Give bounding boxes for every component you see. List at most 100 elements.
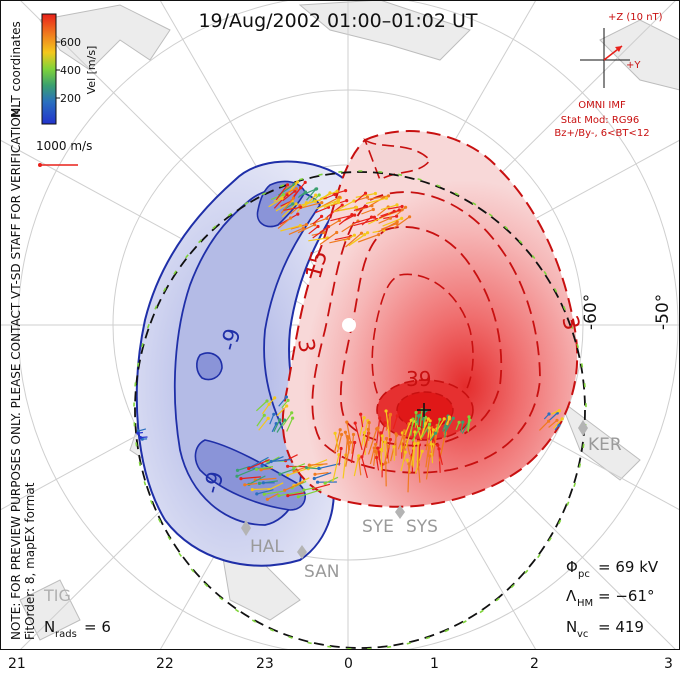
velocity-vector-origin — [547, 419, 551, 423]
hm-boundary — [134, 171, 586, 649]
velocity-vector — [289, 181, 299, 192]
velocity-vector-origin — [557, 423, 561, 427]
velocity-vector — [378, 209, 400, 219]
velocity-vector — [276, 419, 286, 433]
velocity-vector — [354, 422, 363, 451]
velocity-vector-origin — [260, 464, 264, 468]
velocity-vector — [287, 492, 305, 497]
velocity-vector — [393, 216, 410, 229]
velocity-vector-origin — [286, 473, 290, 477]
velocity-vector — [248, 456, 269, 469]
velocity-vector-origin — [395, 433, 399, 437]
velocity-vector-origin — [557, 409, 561, 413]
velocity-vector-origin — [289, 216, 293, 220]
velocity-vector-origin — [235, 474, 239, 478]
velocity-vector-origin — [442, 417, 446, 421]
station-label-sye: SYE — [362, 517, 394, 537]
velocity-vector — [425, 455, 431, 480]
velocity-vector-origin — [374, 455, 379, 460]
velocity-vector — [256, 489, 274, 495]
velocity-vector-origin — [427, 443, 431, 447]
velocity-vector-origin — [378, 416, 382, 420]
velocity-vector-origin — [283, 418, 287, 422]
velocity-vector — [278, 396, 287, 407]
velocity-vector-origin — [414, 410, 418, 415]
velocity-vector-origin — [384, 409, 388, 413]
velocity-vector — [432, 431, 438, 457]
velocity-vector-origin — [384, 196, 388, 200]
velocity-vector — [330, 214, 353, 222]
velocity-vector — [249, 467, 269, 470]
station-label-tig: TIG — [43, 586, 71, 605]
velocity-vector — [332, 454, 340, 483]
velocity-vector-origin — [266, 416, 270, 420]
velocity-vector-origin — [138, 435, 142, 440]
velocity-vector — [358, 458, 362, 476]
stat-lambda-hm: Λ HM = −61° — [566, 587, 655, 609]
preview-notice: NOTE: FOR PREVIEW PURPOSES ONLY. PLEASE … — [9, 104, 23, 640]
velocity-vector — [375, 457, 380, 471]
velocity-vector-origin — [350, 213, 354, 217]
velocity-vector-origin — [285, 183, 290, 187]
velocity-vector — [334, 433, 339, 450]
velocity-vector-origin — [395, 414, 399, 418]
velocity-vector-origin — [433, 431, 438, 435]
velocity-vector-origin — [353, 421, 357, 425]
velocity-vector — [354, 216, 375, 224]
velocity-vector-origin — [294, 187, 298, 191]
velocity-vector-origin — [296, 180, 300, 184]
velocity-vector-origin — [315, 187, 319, 191]
velocity-vector — [240, 476, 261, 480]
mlt-tick-23: 23 — [256, 656, 274, 672]
velocity-vector-origin — [427, 422, 431, 426]
velocity-vector — [298, 489, 322, 498]
velocity-vector-origin — [383, 421, 387, 425]
mlt-tick-22: 22 — [156, 656, 174, 672]
velocity-vectors — [136, 180, 564, 501]
velocity-vector — [430, 444, 434, 464]
velocity-vector — [361, 456, 368, 479]
stat-nvc-value: = 419 — [598, 618, 644, 636]
velocity-vector-origin — [314, 193, 318, 197]
colorbar-label: Vel [m/s] — [85, 46, 98, 95]
velocity-vector — [306, 188, 317, 201]
velocity-vector-origin — [299, 205, 303, 209]
velocity-vector — [323, 201, 339, 208]
mlt-axis: 21 22 23 0 1 2 3 — [8, 656, 673, 672]
velocity-vector-origin — [269, 459, 273, 464]
velocity-vector-origin — [373, 449, 377, 454]
velocity-vector-origin — [239, 477, 243, 481]
velocity-vector-origin — [386, 194, 391, 198]
velocity-vector-origin — [278, 472, 282, 476]
velocity-vector — [467, 419, 471, 433]
contour-label-pos-3: 3 — [556, 313, 584, 333]
contour-label-pos-4: 39 — [406, 367, 431, 391]
velocity-vector — [301, 200, 316, 206]
velocity-vector-origin — [400, 204, 404, 209]
velocity-vector-origin — [413, 442, 417, 446]
colorbar: 600 400 200 Vel [m/s] — [41, 13, 98, 125]
velocity-vector — [312, 215, 322, 225]
velocity-vector — [269, 414, 275, 425]
velocity-vector — [411, 448, 415, 466]
velocity-vector-origin — [255, 492, 259, 496]
velocity-vector — [268, 197, 283, 208]
velocity-vector-origin — [277, 494, 281, 498]
velocity-vector-origin — [298, 224, 302, 228]
velocity-vector — [319, 190, 338, 200]
imf-clock — [580, 28, 630, 88]
velocity-vector — [393, 446, 395, 461]
velocity-vector — [382, 217, 402, 227]
velocity-vector — [256, 465, 274, 470]
stat-nrads-sub: rads — [55, 629, 77, 640]
velocity-vector — [303, 194, 317, 208]
stat-lambda-sub: HM — [577, 598, 593, 609]
colorbar-tick-200: 200 — [60, 92, 81, 105]
velocity-vector — [313, 483, 331, 490]
velocity-vector-origin — [400, 216, 404, 220]
velocity-vector — [361, 208, 374, 215]
velocity-vector — [353, 218, 377, 227]
velocity-vector-origin — [336, 200, 341, 205]
stat-nrads-symbol: N — [44, 618, 55, 636]
colorbar-tick-400: 400 — [60, 64, 81, 77]
